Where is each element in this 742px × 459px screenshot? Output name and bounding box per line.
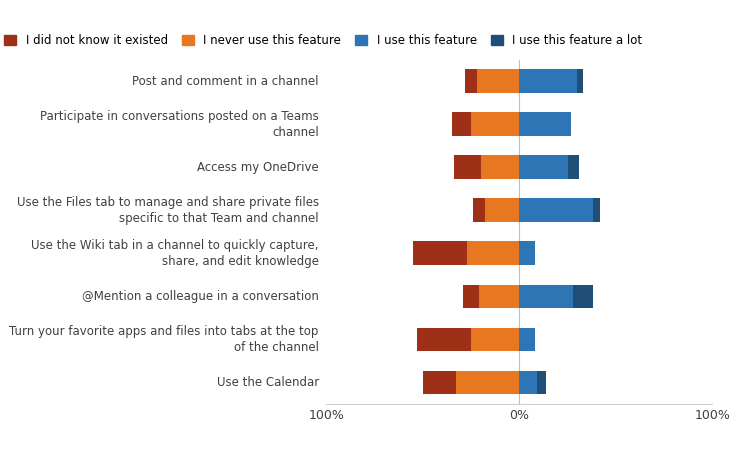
Bar xyxy=(423,370,456,394)
Bar xyxy=(568,156,580,179)
Bar xyxy=(574,285,593,308)
Bar xyxy=(471,112,519,136)
Bar xyxy=(593,198,600,222)
Bar xyxy=(577,69,583,93)
Text: Use the Wiki tab in a channel to quickly capture,
share, and edit knowledge: Use the Wiki tab in a channel to quickly… xyxy=(31,239,319,268)
Bar xyxy=(519,241,535,265)
Bar xyxy=(454,156,481,179)
Text: Access my OneDrive: Access my OneDrive xyxy=(197,161,319,174)
Bar xyxy=(519,285,574,308)
Bar xyxy=(456,370,519,394)
Bar xyxy=(519,112,571,136)
Bar xyxy=(519,198,593,222)
Bar xyxy=(417,328,471,351)
Bar xyxy=(473,198,485,222)
Bar xyxy=(485,198,519,222)
Bar xyxy=(519,328,535,351)
Text: @Mention a colleague in a conversation: @Mention a colleague in a conversation xyxy=(82,290,319,303)
Bar xyxy=(464,285,479,308)
Bar xyxy=(452,112,471,136)
Bar xyxy=(536,370,546,394)
Bar xyxy=(413,241,467,265)
Text: Use the Files tab to manage and share private files
specific to that Team and ch: Use the Files tab to manage and share pr… xyxy=(16,196,319,225)
Legend: I did not know it existed, I never use this feature, I use this feature, I use t: I did not know it existed, I never use t… xyxy=(4,34,642,47)
Bar xyxy=(471,328,519,351)
Text: Turn your favorite apps and files into tabs at the top
of the channel: Turn your favorite apps and files into t… xyxy=(10,325,319,354)
Bar xyxy=(477,69,519,93)
Text: Post and comment in a channel: Post and comment in a channel xyxy=(132,75,319,88)
Bar xyxy=(519,370,536,394)
Text: Participate in conversations posted on a Teams
channel: Participate in conversations posted on a… xyxy=(40,110,319,139)
Text: Use the Calendar: Use the Calendar xyxy=(217,376,319,389)
Bar xyxy=(465,69,477,93)
Bar xyxy=(519,69,577,93)
Bar xyxy=(467,241,519,265)
Bar xyxy=(519,156,568,179)
Bar xyxy=(479,285,519,308)
Bar xyxy=(481,156,519,179)
